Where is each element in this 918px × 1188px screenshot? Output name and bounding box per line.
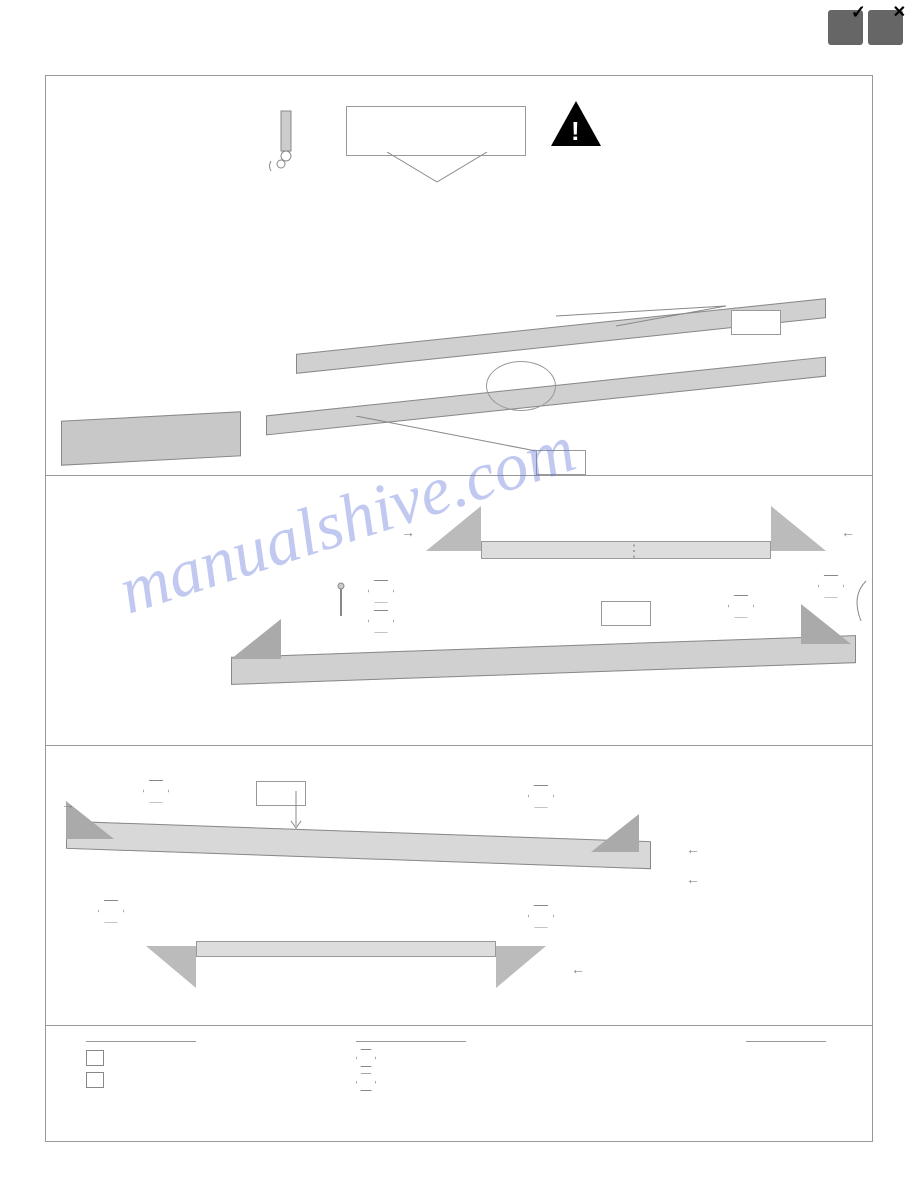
hex-marker-c <box>726 591 756 621</box>
arrow-icon: ← <box>686 871 700 887</box>
x-icon: ✕ <box>893 2 906 22</box>
check-icon: ✓ <box>851 2 866 23</box>
arrow-lines <box>556 296 806 346</box>
rail-detail-view <box>61 411 241 465</box>
bracket-left-icon <box>426 506 481 551</box>
arrow-down <box>281 786 311 836</box>
rail-assembly <box>231 635 856 685</box>
legend-underline <box>86 1041 196 1042</box>
square-marker-icon <box>86 1072 104 1088</box>
panel-2-bracket-assembly: ⋮ → ← <box>46 476 872 746</box>
square-marker-icon <box>86 1050 104 1066</box>
legend-column-1 <box>86 1041 104 1089</box>
bracket-right-icon <box>771 506 826 551</box>
hex-marker-3b <box>96 896 126 926</box>
hex-marker-d <box>816 571 846 601</box>
part-label-center <box>601 601 651 626</box>
hex-marker-3d <box>526 901 556 931</box>
arrow-curve <box>846 576 876 636</box>
panel-4-legend <box>46 1026 872 1141</box>
bracket-tri-right-bottom <box>496 946 546 988</box>
legend-column-2 <box>356 1041 376 1091</box>
bracket-right <box>801 604 851 644</box>
bracket-right-3 <box>591 814 639 852</box>
arrow-icon: → <box>401 524 415 540</box>
turnbuckle-icon <box>266 106 306 176</box>
instruction-panels: ⋮ → ← <box>45 75 873 1142</box>
hex-marker-3a <box>141 776 171 806</box>
legend-underline <box>356 1041 466 1042</box>
rail-top-view <box>346 106 526 156</box>
arrow-line-2 <box>356 416 556 466</box>
bracket-rail-bottom <box>196 941 496 957</box>
hex-marker-icon <box>356 1049 376 1067</box>
hex-marker-icon <box>356 1073 376 1091</box>
break-indicator: ⋮ <box>626 541 642 561</box>
bolt-correct-icon: ✓ <box>828 10 863 45</box>
bolt-guide-header: ✓ ✕ <box>828 10 903 45</box>
legend-underline <box>746 1041 826 1042</box>
rail-assembly-3 <box>66 821 651 869</box>
arrow-icon: ← <box>686 841 700 857</box>
bracket-tri-left-bottom <box>146 946 196 988</box>
panel-1-hook-assembly <box>46 76 872 476</box>
hex-marker-3c <box>526 781 556 811</box>
detail-circle <box>486 361 556 411</box>
bracket-bottom-view <box>146 946 546 996</box>
bracket-top-view: ⋮ <box>426 506 826 556</box>
panel-3-bracket-assembly: → ← ← ← <box>46 746 872 1026</box>
bracket-left <box>231 619 281 659</box>
arrow-icon: ← <box>841 524 855 540</box>
arrow-icon: ← <box>571 961 585 977</box>
warning-icon <box>551 101 601 146</box>
bolt-icon <box>331 581 381 631</box>
arrow-icon: → <box>61 796 75 812</box>
bolt-incorrect-icon: ✕ <box>868 10 903 45</box>
